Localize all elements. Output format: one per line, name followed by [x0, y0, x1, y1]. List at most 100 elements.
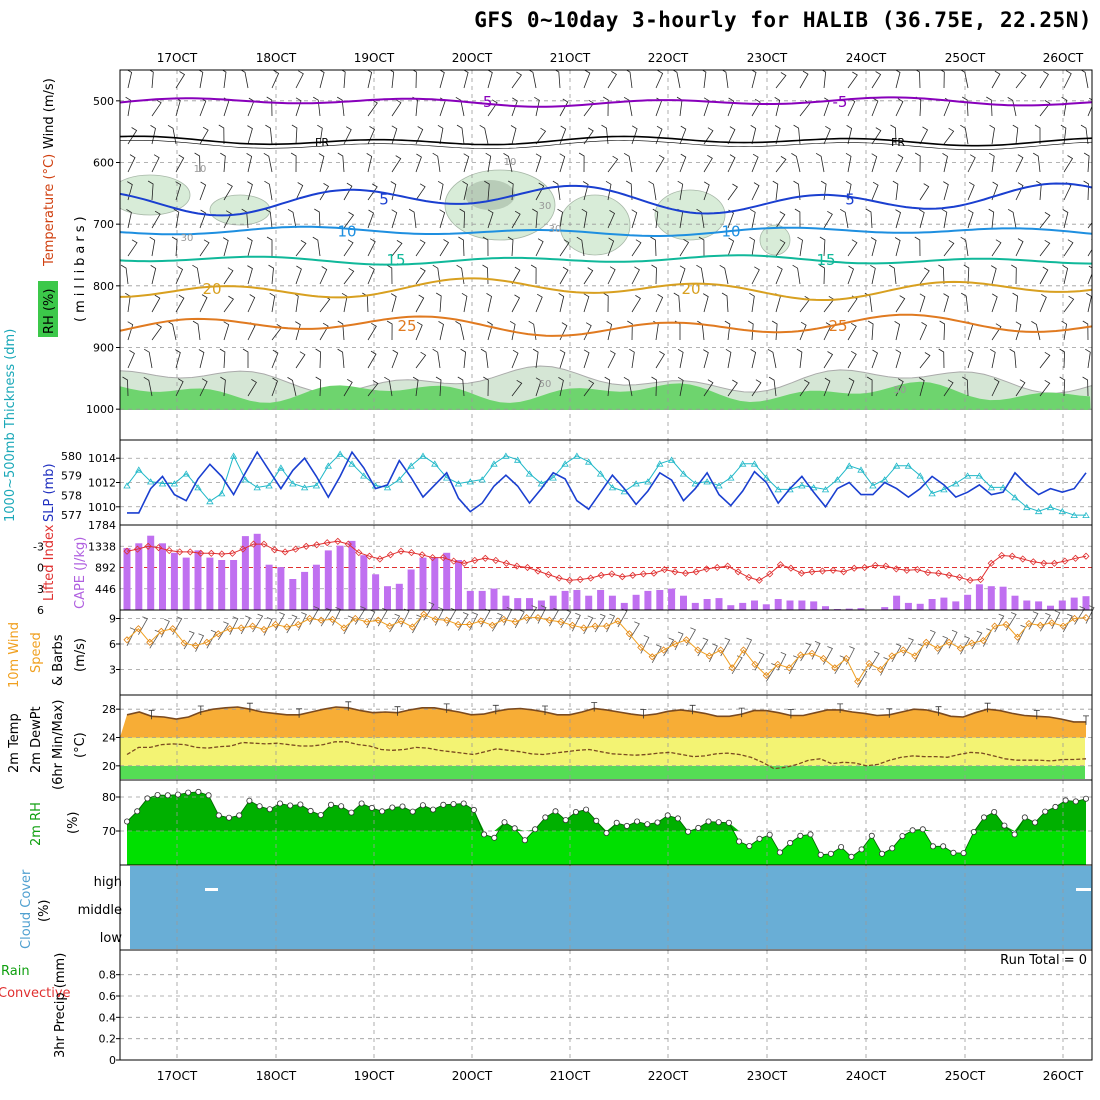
thickness-point: [561, 460, 569, 467]
wind-barb: [343, 126, 352, 145]
wind-barb: [319, 70, 325, 89]
rh-point: [889, 845, 896, 852]
wind-speed-point: [991, 622, 999, 630]
thickness-point: [750, 460, 759, 467]
li-point: [766, 570, 774, 578]
li-point: [513, 562, 521, 570]
wind-barb: [747, 320, 754, 341]
bottom-date-label: 21OCT: [550, 1069, 591, 1083]
rh-legend-swatch: [38, 281, 58, 337]
wind-barb: [847, 350, 857, 369]
thickness-point: [537, 480, 546, 487]
cape-bar: [360, 555, 368, 610]
wind-barb: [510, 125, 517, 145]
wind-barb: [391, 155, 402, 173]
wind-barb: [629, 348, 635, 369]
wind-barb: [319, 322, 329, 341]
precip-ticks: 0.8 0.6 0.4 0.2 0: [99, 969, 120, 1067]
wind-speed-point: [1048, 619, 1056, 627]
wind-barb: [889, 264, 897, 285]
thickness-point: [691, 480, 700, 487]
li-point: [544, 571, 553, 579]
wind-barb: [727, 154, 736, 173]
wind-barb: [651, 376, 657, 397]
wind-10m-barb: [206, 629, 217, 649]
thickness-point: [395, 476, 404, 483]
wind-barb: [583, 99, 595, 117]
wind-barb: [534, 96, 540, 117]
li-point: [176, 548, 184, 556]
wind-barb: [721, 292, 729, 313]
wind-barb: [318, 153, 325, 173]
wind-barb: [559, 266, 569, 285]
wind-barb: [653, 320, 659, 341]
wind-barb: [847, 265, 854, 285]
wind-barb: [415, 351, 427, 369]
rh-point: [1032, 819, 1039, 826]
li-point: [977, 575, 985, 584]
wind-barb: [631, 295, 641, 313]
isotherm-label: 15: [816, 251, 835, 269]
rh-point: [276, 800, 283, 807]
cape-bar: [159, 543, 166, 610]
top-date-label: 23OCT: [747, 51, 788, 65]
wind-speed-point: [1025, 620, 1033, 628]
wind-10m-barb: [800, 642, 812, 662]
wind-barb: [528, 70, 537, 89]
thickness-point: [217, 490, 226, 497]
li-point: [418, 551, 426, 559]
bottom-date-label: 20OCT: [452, 1069, 493, 1083]
wind-10m-barb: [902, 637, 914, 657]
wind-barb: [167, 321, 177, 341]
wind-barb: [919, 322, 928, 341]
wind-barb: [511, 97, 518, 117]
wind-barb: [463, 70, 469, 89]
wind-speed-point: [648, 653, 656, 661]
wind-barb: [698, 236, 705, 257]
pressure-tick-label: 900: [93, 342, 114, 355]
cape-bar: [573, 590, 581, 610]
wind-barb: [219, 348, 226, 369]
wind-speed-point: [363, 618, 371, 626]
rh-point: [430, 806, 437, 813]
wind-barb: [799, 70, 809, 89]
wind-barb: [625, 180, 633, 201]
cape-bar: [419, 557, 427, 610]
wind-10m-barb: [834, 655, 846, 675]
temp-label-4: (°C): [73, 732, 88, 758]
li-point: [355, 549, 363, 557]
wind-barb: [967, 154, 976, 173]
cape-bar: [206, 557, 214, 610]
rh-point: [124, 818, 131, 825]
wind-barb: [775, 211, 786, 229]
wind-barb: [749, 236, 755, 257]
cape-bar: [620, 602, 628, 610]
wind-barb: [1032, 152, 1041, 173]
li-point: [987, 559, 995, 567]
wind-barb: [220, 376, 226, 397]
rh-point: [807, 831, 814, 838]
wind-barb: [295, 70, 304, 89]
wind-10m-barb: [229, 616, 239, 635]
wind-barb: [895, 349, 902, 369]
rh-point: [787, 839, 794, 846]
wind-barb: [437, 180, 444, 201]
thickness-point: [312, 482, 321, 489]
wind-barb: [487, 99, 498, 117]
wind-barb: [651, 264, 657, 285]
li-point: [892, 565, 900, 573]
li-point: [797, 569, 806, 577]
wind-speed-point: [511, 618, 519, 626]
thickness-point: [253, 484, 261, 491]
thickness-point: [135, 466, 143, 473]
wind-barb: [218, 124, 225, 145]
rh-point: [1072, 798, 1079, 805]
cape-bar: [632, 594, 640, 610]
thickness-point: [679, 470, 688, 477]
wind-speed-point: [968, 639, 976, 647]
wind-10m-barb: [126, 627, 136, 646]
wind-speed-point: [226, 625, 234, 633]
wind-barb: [509, 320, 516, 341]
wind-barb: [415, 183, 426, 201]
wind-barb: [439, 239, 450, 257]
